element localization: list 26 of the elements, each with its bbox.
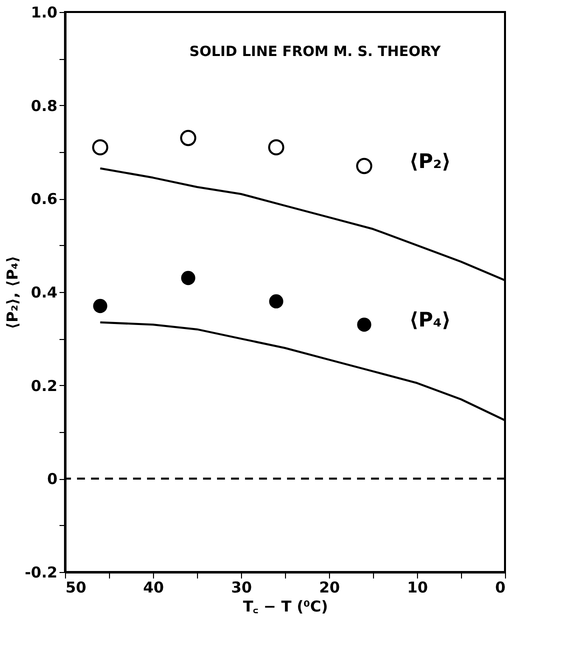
annotation: SOLID LINE FROM M. S. THEORY xyxy=(189,44,442,60)
x-tick-label: 40 xyxy=(143,578,164,596)
x-tick-label: 30 xyxy=(231,578,252,596)
series-label: ⟨P₄⟩ xyxy=(409,308,451,332)
point xyxy=(180,130,196,146)
y-tick-label: 1.0 xyxy=(30,4,58,22)
point xyxy=(357,318,372,332)
x-tick-label: 50 xyxy=(66,578,86,596)
point xyxy=(269,294,284,308)
x-axis-title: T꜀ − T (⁰C) xyxy=(243,598,328,616)
series-label: ⟨P₂⟩ xyxy=(409,149,451,173)
y-tick-label: 0.6 xyxy=(30,190,58,208)
y-tick-label: 0.2 xyxy=(30,376,58,395)
x-tick-label: 20 xyxy=(319,578,340,596)
y-tick-label: 0.4 xyxy=(30,284,58,302)
point xyxy=(92,139,108,156)
y-tick-label: 0.8 xyxy=(30,96,58,115)
x-tick-label: 10 xyxy=(407,578,428,596)
y-tick-label: -0.2 xyxy=(24,564,58,582)
point xyxy=(268,139,284,156)
point xyxy=(181,270,196,286)
y-tick-label: 0 xyxy=(47,470,58,488)
x-tick-label: 0 xyxy=(495,578,506,596)
y-axis-title: ⟨P₂⟩, ⟨P₄⟩ xyxy=(4,256,22,330)
point xyxy=(93,298,108,314)
point xyxy=(356,158,372,174)
